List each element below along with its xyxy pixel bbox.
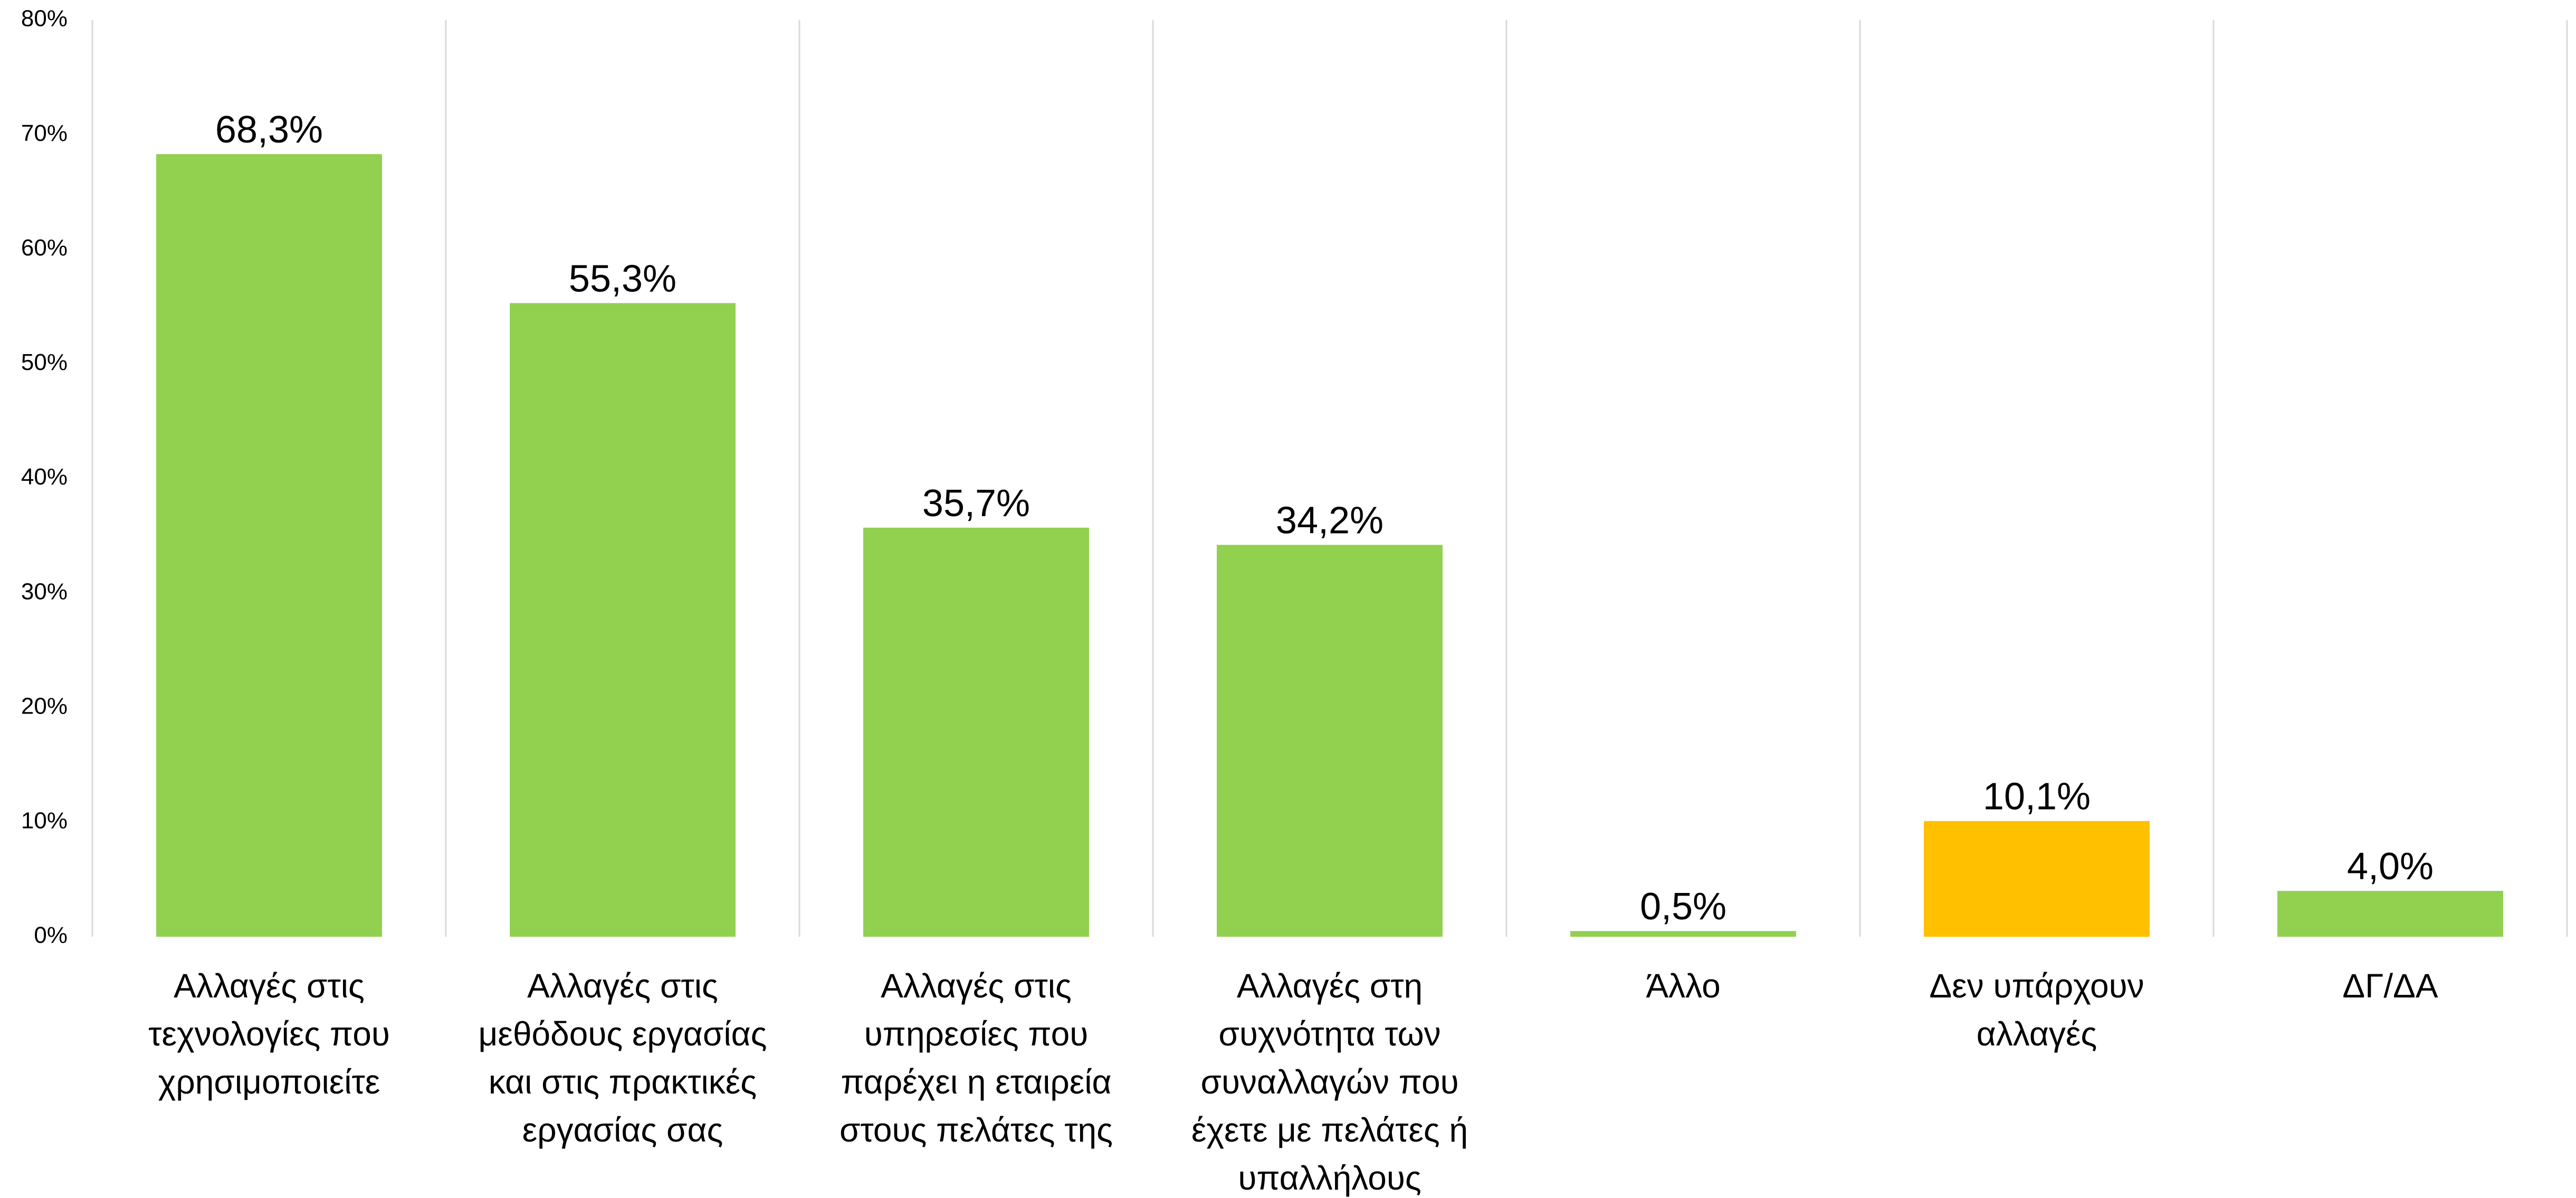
category-label: Αλλαγές στις υπηρεσίες που παρέχει η εταιρ… [839, 967, 1113, 1149]
category-label: ΔΓ/ΔΑ [2342, 967, 2438, 1005]
category-label: Αλλαγές στις μεθόδους εργασίας και στις πρ… [479, 967, 767, 1149]
bar [1217, 545, 1443, 937]
category-separators [91, 20, 2568, 937]
bar [510, 303, 736, 937]
y-tick-label: 0% [34, 923, 68, 948]
y-tick-label: 30% [21, 578, 68, 604]
data-label: 4,0% [2347, 845, 2434, 888]
value-labels: 68,3% 55,3% 35,7% 34,2% 0,5% 10,1% 4,0% [215, 109, 2434, 928]
bar [1924, 821, 2150, 937]
category-label-line: Αλλαγές στις [174, 967, 365, 1005]
y-tick-label: 70% [21, 120, 68, 146]
data-label: 55,3% [569, 258, 676, 300]
category-label-line: Αλλαγές στις [527, 967, 718, 1005]
category-label-line: στους πελάτες της [839, 1111, 1113, 1149]
category-labels: Αλλαγές στις τεχνολογίες που χρησιμοποιείτ… [148, 967, 2438, 1197]
category-label-line: ΔΓ/ΔΑ [2342, 967, 2438, 1005]
bar [863, 527, 1089, 937]
category-label-line: Αλλαγές στις [881, 967, 1072, 1005]
data-label: 0,5% [1640, 886, 1726, 928]
category-label-line: αλλαγές [1977, 1015, 2097, 1053]
category-label: Δεν υπάρχουν αλλαγές [1929, 967, 2144, 1053]
category-label-line: Άλλο [1646, 967, 1720, 1005]
bars [156, 154, 2503, 937]
y-tick-label: 10% [21, 808, 68, 834]
category-label-line: και στις πρακτικές [489, 1063, 757, 1101]
category-label-line: συναλλαγών που [1200, 1063, 1458, 1101]
category-label: Αλλαγές στη συχνότητα των συναλλαγών που έχ… [1191, 967, 1468, 1197]
y-tick-label: 50% [21, 349, 68, 375]
data-label: 10,1% [1983, 776, 2091, 818]
category-label-line: μεθόδους εργασίας [479, 1015, 767, 1053]
category-label-line: τεχνολογίες που [148, 1015, 390, 1053]
category-label-line: εργασίας σας [522, 1111, 723, 1149]
category-label-line: Αλλαγές στη [1237, 967, 1423, 1005]
category-label-line: χρησιμοποιείτε [158, 1063, 380, 1101]
y-axis-tick-labels: 0% 10% 20% 30% 40% 50% 60% 70% 80% [21, 6, 68, 948]
category-label-line: έχετε με πελάτες ή [1191, 1111, 1468, 1149]
y-tick-label: 40% [21, 464, 68, 490]
bar [156, 154, 382, 937]
category-label-line: υπαλλήλους [1238, 1159, 1421, 1197]
category-label-line: συχνότητα των [1218, 1015, 1440, 1053]
y-tick-label: 20% [21, 693, 68, 719]
category-label-line: παρέχει η εταιρεία [841, 1063, 1112, 1101]
bar [2277, 891, 2503, 937]
category-label-line: υπηρεσίες που [864, 1015, 1088, 1053]
bar [1570, 931, 1796, 937]
category-label-line: Δεν υπάρχουν [1929, 967, 2144, 1005]
data-label: 35,7% [922, 482, 1030, 525]
category-label: Αλλαγές στις τεχνολογίες που χρησιμοποιείτ… [148, 967, 390, 1101]
data-label: 68,3% [215, 109, 323, 151]
y-tick-label: 80% [21, 6, 68, 32]
y-tick-label: 60% [21, 235, 68, 261]
data-label: 34,2% [1276, 499, 1384, 541]
category-label: Άλλο [1646, 967, 1720, 1005]
